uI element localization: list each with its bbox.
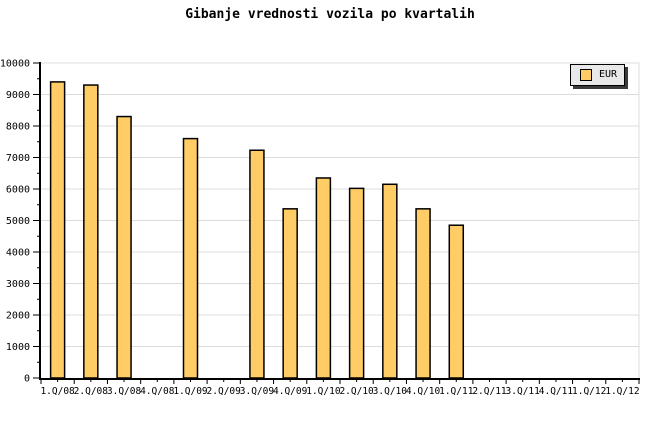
x-tick-label: 1.Q/10 [306, 386, 341, 397]
x-tick-label: 1.Q/08 [40, 386, 75, 397]
bar-1.Q/11 [448, 224, 465, 379]
x-tick-label: 2.Q/11 [472, 386, 507, 397]
y-tick-label: 0 [24, 374, 30, 385]
y-tick-label: 8000 [6, 122, 30, 133]
x-tick-label: 1.Q/12 [605, 386, 639, 397]
bar-1.Q/10 [315, 177, 332, 379]
bar-4.Q/09 [282, 208, 298, 379]
y-tick-label: 5000 [6, 216, 30, 227]
x-tick-label: 3.Q/11 [506, 386, 541, 397]
x-tick-label: 4.Q/09 [273, 386, 308, 397]
x-tick-label: 2.Q/08 [74, 386, 109, 397]
y-tick-label: 9000 [6, 90, 30, 101]
legend-label: EUR [599, 69, 618, 80]
x-tick-label: 4.Q/08 [140, 386, 175, 397]
y-tick-label: 7000 [6, 153, 30, 164]
y-tick-label: 4000 [6, 248, 30, 259]
bar-2.Q/08 [83, 84, 99, 379]
y-tick-label: 1000 [6, 342, 30, 353]
y-tick-label: 6000 [6, 185, 30, 196]
bar-3.Q/08 [116, 115, 132, 379]
x-tick-label: 2.Q/10 [339, 386, 374, 397]
x-tick-label: 3.Q/08 [107, 386, 142, 397]
bar-2.Q/10 [348, 187, 365, 379]
x-tick-label: 3.Q/10 [373, 386, 408, 397]
x-tick-label: 2.Q/09 [207, 386, 242, 397]
bar-4.Q/10 [415, 208, 431, 379]
x-tick-label: 1.Q/12 [572, 386, 606, 397]
bar-3.Q/09 [249, 149, 265, 379]
bar-3.Q/10 [382, 183, 398, 379]
x-tick-label: 1.Q/11 [439, 386, 474, 397]
x-tick-label: 1.Q/09 [173, 386, 208, 397]
y-tick-label: 10000 [0, 59, 30, 70]
chart-title: Gibanje vrednosti vozila po kvartalih [185, 7, 475, 22]
x-tick-label: 4.Q/10 [406, 386, 441, 397]
legend-swatch-icon [580, 69, 592, 81]
legend-box: EUR [570, 64, 625, 86]
y-tick-label: 2000 [6, 311, 30, 322]
bar-1.Q/08 [49, 81, 66, 379]
bar-1.Q/09 [182, 137, 199, 379]
x-tick-label: 3.Q/09 [240, 386, 275, 397]
y-tick-label: 3000 [6, 279, 30, 290]
x-tick-label: 4.Q/11 [539, 386, 574, 397]
